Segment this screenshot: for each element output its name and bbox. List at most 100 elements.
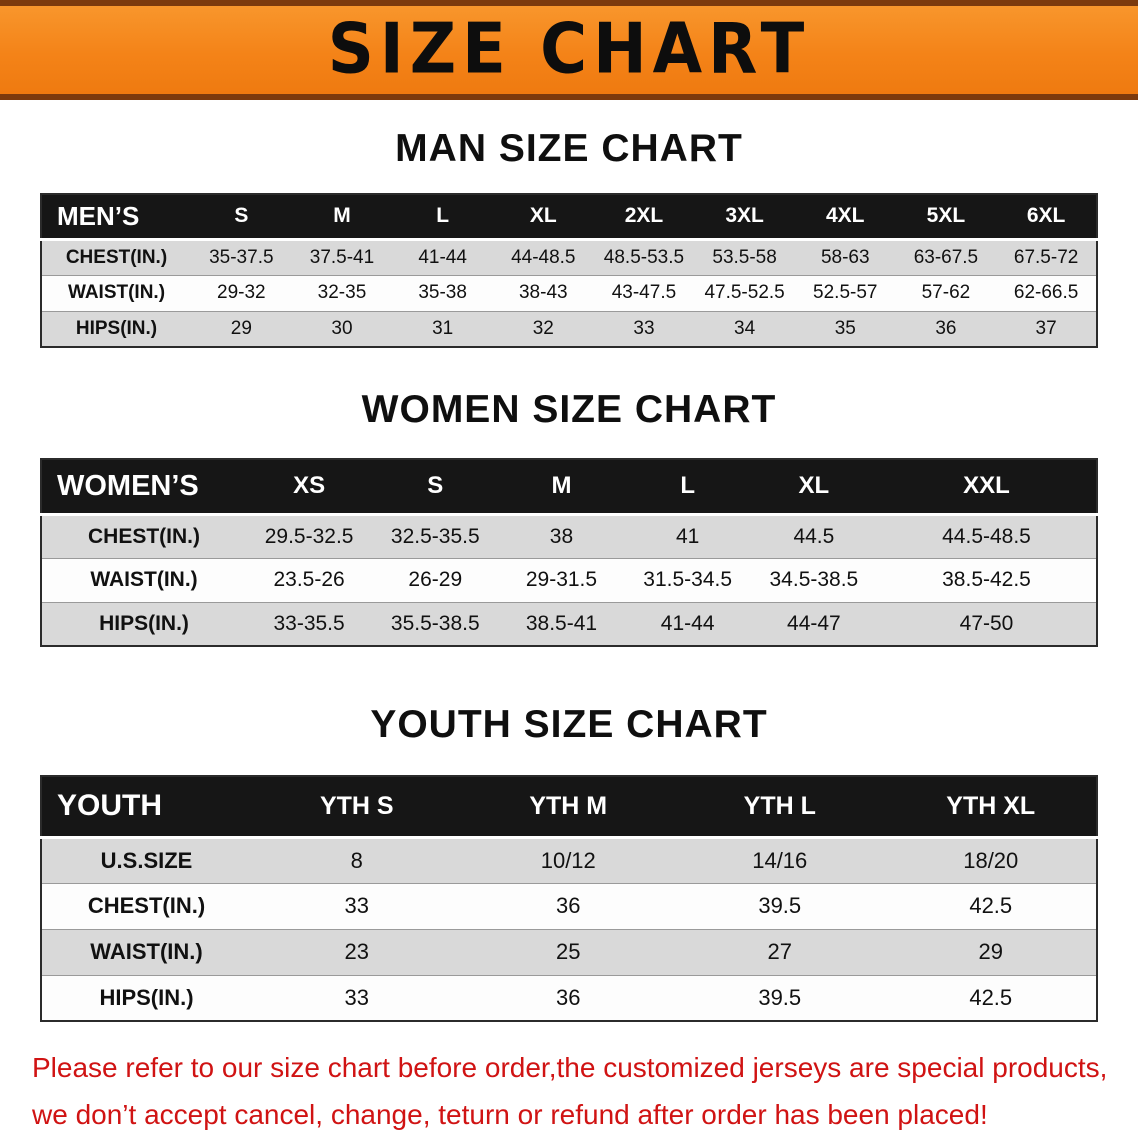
size-value-cell: 23.5-26 <box>246 557 373 602</box>
table-row: CHEST(IN.) 35-37.5 37.5-41 41-44 44-48.5 48.5… <box>41 238 1097 275</box>
column-header: M <box>291 194 393 241</box>
size-value-cell: 35-37.5 <box>191 238 292 275</box>
size-value-cell: 36 <box>895 310 997 347</box>
size-value-cell: 67.5-72 <box>996 238 1097 275</box>
page-title: SIZE CHART <box>327 10 811 90</box>
size-value-cell: 41-44 <box>392 238 493 275</box>
table-row: WAIST(IN.) 23.5-26 26-29 29-31.5 31.5-34.5 34… <box>41 557 1097 602</box>
column-header: 3XL <box>694 194 795 241</box>
size-value-cell: 52.5-57 <box>794 274 896 311</box>
size-value-cell: 30 <box>291 310 393 347</box>
youth-size-table: YOUTH YTH S YTH M YTH L YTH XL U.S.SIZE 8 10/12… <box>40 775 1098 1022</box>
size-value-cell: 37.5-41 <box>291 238 393 275</box>
row-label: HIPS(IN.) <box>41 601 246 646</box>
disclaimer-line-1: Please refer to our size chart before or… <box>32 1052 1108 1083</box>
size-value-cell: 35 <box>794 310 896 347</box>
size-value-cell: 44.5 <box>750 513 877 558</box>
size-value-cell: 38.5-42.5 <box>877 557 1097 602</box>
size-value-cell: 32 <box>492 310 594 347</box>
size-value-cell: 62-66.5 <box>996 274 1097 311</box>
size-value-cell: 44-48.5 <box>492 238 594 275</box>
column-header: XL <box>750 459 877 516</box>
size-value-cell: 14/16 <box>674 836 886 883</box>
men-size-section: MAN SIZE CHART MEN’S S M L XL 2XL 3XL 4XL 5XL 6XL… <box>0 127 1138 348</box>
size-value-cell: 34 <box>694 310 795 347</box>
size-value-cell: 58-63 <box>794 238 896 275</box>
women-section-heading: WOMEN SIZE CHART <box>361 388 777 431</box>
size-value-cell: 25 <box>462 928 674 975</box>
row-label: WAIST(IN.) <box>41 557 246 602</box>
column-header: M <box>498 459 625 516</box>
size-value-cell: 29 <box>885 928 1097 975</box>
table-corner-label: YOUTH <box>41 776 251 839</box>
size-value-cell: 42.5 <box>885 882 1097 929</box>
table-header-row: YOUTH YTH S YTH M YTH L YTH XL <box>41 776 1097 839</box>
row-label: CHEST(IN.) <box>41 882 251 929</box>
size-value-cell: 35-38 <box>392 274 493 311</box>
size-value-cell: 26-29 <box>372 557 499 602</box>
row-label: U.S.SIZE <box>41 836 251 883</box>
size-value-cell: 39.5 <box>674 882 886 929</box>
size-value-cell: 47.5-52.5 <box>694 274 795 311</box>
size-value-cell: 33 <box>251 974 463 1021</box>
row-label: WAIST(IN.) <box>41 274 191 311</box>
size-value-cell: 33 <box>593 310 695 347</box>
size-value-cell: 31.5-34.5 <box>624 557 751 602</box>
size-value-cell: 31 <box>392 310 493 347</box>
men-size-table: MEN’S S M L XL 2XL 3XL 4XL 5XL 6XL CHEST(IN.) 35-37… <box>40 193 1098 348</box>
size-value-cell: 42.5 <box>885 974 1097 1021</box>
size-value-cell: 47-50 <box>877 601 1097 646</box>
women-size-section: WOMEN SIZE CHART WOMEN’S XS S M L XL XXL CHEST(… <box>0 388 1138 647</box>
table-row: WAIST(IN.) 23 25 27 29 <box>41 928 1097 975</box>
table-row: HIPS(IN.) 33-35.5 35.5-38.5 38.5-41 41-44 44-… <box>41 601 1097 646</box>
table-row: CHEST(IN.) 33 36 39.5 42.5 <box>41 882 1097 929</box>
size-value-cell: 29 <box>191 310 292 347</box>
table-corner-label: WOMEN’S <box>41 459 246 516</box>
row-label: CHEST(IN.) <box>41 513 246 558</box>
column-header: YTH L <box>674 776 886 839</box>
column-header: 2XL <box>593 194 695 241</box>
youth-size-section: YOUTH SIZE CHART YOUTH YTH S YTH M YTH L YTH… <box>0 703 1138 1022</box>
column-header: XS <box>246 459 373 516</box>
title-banner: SIZE CHART <box>0 0 1138 100</box>
table-row: CHEST(IN.) 29.5-32.5 32.5-35.5 38 41 44.5 44.5… <box>41 513 1097 558</box>
size-value-cell: 18/20 <box>885 836 1097 883</box>
size-value-cell: 8 <box>251 836 463 883</box>
size-value-cell: 37 <box>996 310 1097 347</box>
column-header: XXL <box>877 459 1097 516</box>
row-label: HIPS(IN.) <box>41 974 251 1021</box>
size-value-cell: 33 <box>251 882 463 929</box>
size-value-cell: 38 <box>498 513 625 558</box>
row-label: HIPS(IN.) <box>41 310 191 347</box>
column-header: YTH S <box>251 776 463 839</box>
size-value-cell: 32.5-35.5 <box>372 513 499 558</box>
column-header: S <box>191 194 292 241</box>
men-section-heading: MAN SIZE CHART <box>395 127 743 170</box>
size-value-cell: 53.5-58 <box>694 238 795 275</box>
disclaimer: Please refer to our size chart before or… <box>32 1044 1118 1138</box>
table-row: HIPS(IN.) 29 30 31 32 33 34 35 36 37 <box>41 310 1097 347</box>
size-value-cell: 48.5-53.5 <box>593 238 695 275</box>
size-value-cell: 43-47.5 <box>593 274 695 311</box>
table-row: U.S.SIZE 8 10/12 14/16 18/20 <box>41 836 1097 883</box>
size-value-cell: 29.5-32.5 <box>246 513 373 558</box>
size-value-cell: 44.5-48.5 <box>877 513 1097 558</box>
row-label: WAIST(IN.) <box>41 928 251 975</box>
table-row: HIPS(IN.) 33 36 39.5 42.5 <box>41 974 1097 1021</box>
size-value-cell: 41-44 <box>624 601 751 646</box>
column-header: 5XL <box>895 194 997 241</box>
size-value-cell: 29-31.5 <box>498 557 625 602</box>
size-value-cell: 39.5 <box>674 974 886 1021</box>
table-header-row: WOMEN’S XS S M L XL XXL <box>41 459 1097 516</box>
size-value-cell: 32-35 <box>291 274 393 311</box>
size-value-cell: 36 <box>462 974 674 1021</box>
size-value-cell: 27 <box>674 928 886 975</box>
size-value-cell: 29-32 <box>191 274 292 311</box>
size-value-cell: 41 <box>624 513 751 558</box>
size-value-cell: 44-47 <box>750 601 877 646</box>
table-header-row: MEN’S S M L XL 2XL 3XL 4XL 5XL 6XL <box>41 194 1097 241</box>
column-header: XL <box>492 194 594 241</box>
size-value-cell: 33-35.5 <box>246 601 373 646</box>
table-corner-label: MEN’S <box>41 194 191 241</box>
